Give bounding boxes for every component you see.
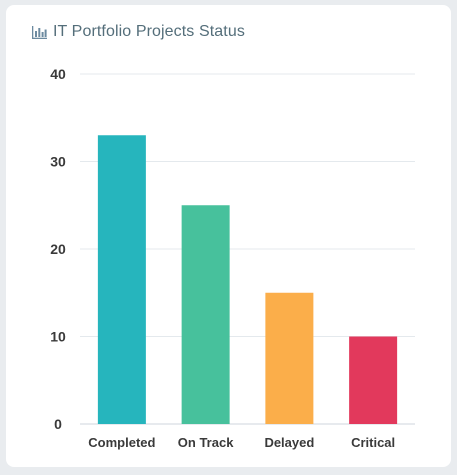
x-tick-label: Completed: [88, 435, 155, 450]
y-tick-label: 40: [50, 66, 66, 82]
y-tick-label: 30: [50, 154, 66, 170]
x-tick-label: Delayed: [264, 435, 314, 450]
chart-title: IT Portfolio Projects Status: [53, 23, 245, 40]
bar-on-track[interactable]: [181, 205, 230, 424]
y-tick-label: 0: [54, 416, 62, 432]
bar-chart-icon: [32, 25, 47, 39]
y-tick-label: 20: [50, 241, 66, 257]
x-tick-label: On Track: [178, 435, 234, 450]
y-tick-label: 10: [50, 329, 66, 345]
bar-delayed[interactable]: [265, 292, 314, 424]
x-tick-label: Critical: [351, 435, 395, 450]
bar-critical[interactable]: [349, 336, 398, 425]
card-header: IT Portfolio Projects Status: [32, 23, 245, 41]
chart-card: IT Portfolio Projects Status 0 10 20 30 40 Co…: [6, 5, 451, 467]
bar-chart: 0 10 20 30 40 Completed On Track Delayed Critica…: [50, 66, 415, 450]
bar-completed[interactable]: [97, 135, 146, 424]
